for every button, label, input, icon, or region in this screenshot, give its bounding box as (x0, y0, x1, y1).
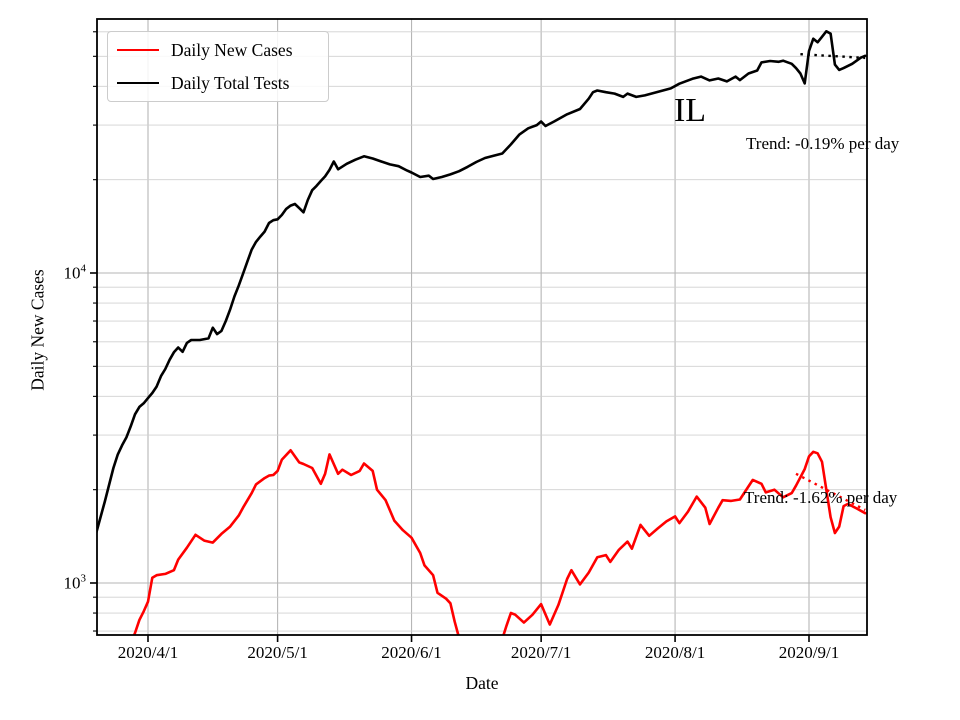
y-tick-label-10e3: 103 (63, 572, 87, 593)
y-tick-label-10e4: 104 (63, 262, 87, 283)
legend-entry-cases: Daily New Cases (108, 35, 328, 65)
x-tick-label-3: 2020/7/1 (510, 643, 572, 662)
legend-label-tests: Daily Total Tests (171, 72, 290, 93)
x-tick-label-2: 2020/6/1 (381, 643, 442, 662)
tests-line-swatch (117, 82, 159, 84)
x-tick-label-1: 2020/5/1 (247, 643, 308, 662)
legend: Daily New Cases Daily Total Tests (107, 31, 329, 102)
gridlines (97, 19, 867, 635)
daily-total-tests-line (97, 29, 867, 535)
x-axis-title: Date (465, 673, 499, 693)
axes-spines (90, 18, 868, 642)
x-tick-label-5: 2020/9/1 (778, 643, 840, 662)
tests-trend-annotation: Trend: -0.19% per day (746, 134, 900, 153)
y-axis-title: Daily New Cases (27, 269, 48, 391)
legend-entry-tests: Daily Total Tests (108, 68, 328, 98)
legend-label-cases: Daily New Cases (171, 39, 293, 60)
state-annotation: IL (673, 92, 707, 129)
cases-trend-annotation: Trend: -1.62% per day (744, 488, 898, 507)
plot-border (96, 18, 868, 636)
x-tick-label-4: 2020/8/1 (644, 643, 706, 662)
cases-trend-line (795, 472, 866, 512)
x-tick-label-0: 2020/4/1 (117, 643, 179, 662)
daily-new-cases-line (132, 448, 867, 635)
cases-line-swatch (117, 49, 159, 51)
